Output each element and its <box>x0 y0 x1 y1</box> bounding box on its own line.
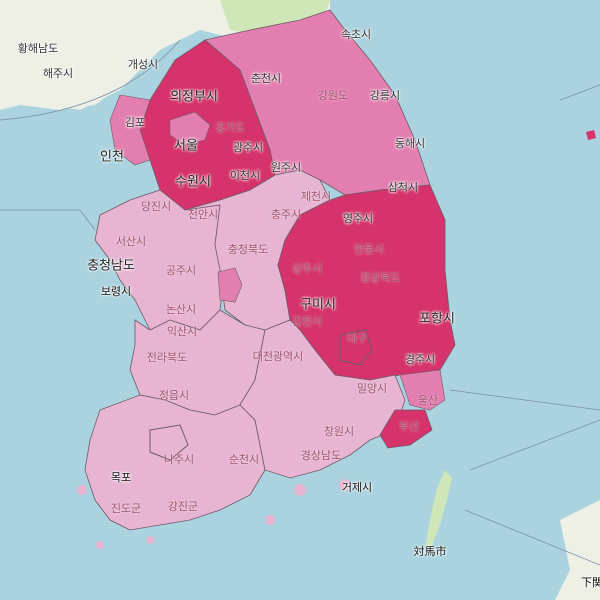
label-ulsan: 울산 <box>417 394 439 407</box>
label-cheonan: 천안시 <box>187 208 219 221</box>
label-naju: 나주시 <box>163 453 195 466</box>
label-jeongeup: 정읍시 <box>158 389 190 402</box>
label-miryang: 밀양시 <box>356 382 388 395</box>
region-gwangju <box>149 424 189 461</box>
maritime-boundary <box>469 419 600 471</box>
label-gangwon: 강원도 <box>317 89 349 102</box>
label-chungnam: 충청남도 <box>87 258 135 274</box>
region-daegu <box>339 329 373 366</box>
label-iksan: 익산시 <box>166 325 198 338</box>
maritime-boundary <box>0 39 181 121</box>
label-jindo: 진도군 <box>110 502 142 515</box>
label-samcheok: 삼척시 <box>387 181 419 194</box>
label-jecheon: 제천시 <box>300 190 332 203</box>
label-gyeongju: 경주시 <box>404 353 436 366</box>
label-gyeonggi: 경기도 <box>214 121 246 134</box>
label-haeju: 해주시 <box>42 67 74 80</box>
region-jeonnam <box>84 394 266 531</box>
island <box>146 536 154 544</box>
island <box>265 515 275 525</box>
label-boryeong: 보령시 <box>100 285 132 298</box>
label-kaesong: 개성시 <box>127 58 159 71</box>
region-seoul <box>169 111 211 146</box>
label-geoje: 거제시 <box>341 481 373 494</box>
region-daejeon <box>217 267 243 303</box>
label-gumi: 구미시 <box>300 297 336 313</box>
label-suncheon: 순천시 <box>228 453 260 466</box>
label-gyeongbuk: 경상북도 <box>359 271 401 284</box>
label-chungbuk: 충청북도 <box>227 243 269 256</box>
label-busan: 부산 <box>398 420 420 433</box>
label-gwangju-gg: 광주시 <box>232 141 264 154</box>
label-gimpo: 김포 <box>124 116 146 129</box>
maritime-boundary <box>0 209 96 231</box>
label-sokcho: 속초시 <box>340 28 372 41</box>
maritime-boundary <box>449 389 600 411</box>
label-gangneung: 강릉시 <box>369 89 401 102</box>
label-tsushima: 対馬市 <box>413 545 447 558</box>
island <box>294 484 306 496</box>
label-pohang: 포항시 <box>419 311 455 327</box>
label-yeongju: 영주시 <box>342 212 374 225</box>
japan-se-land <box>555 500 600 600</box>
region-busan <box>379 409 433 449</box>
label-uijeongbu: 의정부시 <box>170 89 218 105</box>
label-daegu: 대구 <box>346 332 368 345</box>
label-sangju: 상주시 <box>291 262 323 275</box>
label-icheon: 이천시 <box>229 169 261 182</box>
label-andong: 안동시 <box>353 243 385 256</box>
label-changwon: 창원시 <box>323 425 355 438</box>
label-chungju: 충주시 <box>270 208 302 221</box>
label-incheon: 인천 <box>100 149 124 165</box>
island <box>77 485 87 495</box>
label-gyeongnam: 경상남도 <box>300 449 342 462</box>
tsushima-island <box>425 470 452 550</box>
maritime-boundary <box>559 84 600 101</box>
island <box>89 464 101 476</box>
label-gimcheon: 김천시 <box>291 315 323 328</box>
region-incheon <box>109 94 151 166</box>
label-jeonbuk: 전라북도 <box>146 351 188 364</box>
label-shimo: 下関 <box>581 576 600 589</box>
label-donghae: 동해시 <box>394 137 426 150</box>
island <box>339 479 351 491</box>
label-dangjin: 당진시 <box>140 200 172 213</box>
island <box>96 541 104 549</box>
label-chuncheon: 춘천시 <box>250 72 282 85</box>
region-ulsan <box>399 369 446 411</box>
label-seosan: 서산시 <box>115 235 147 248</box>
label-daejeon-area: 대전광역시 <box>252 350 304 363</box>
label-seoul: 서울 <box>174 138 198 154</box>
hwanghae-coast <box>0 30 130 110</box>
label-mokpo: 목포 <box>110 471 132 484</box>
label-gongju: 공주시 <box>165 264 197 277</box>
label-gangjin: 강진군 <box>167 500 199 513</box>
label-nonsan: 논산시 <box>165 303 197 316</box>
label-suwon: 수원시 <box>175 174 211 190</box>
maritime-boundary <box>464 509 600 566</box>
dokdo-island <box>586 130 596 140</box>
label-wonju: 원주시 <box>270 161 302 174</box>
label-hwanghae: 황해남도 <box>17 42 59 55</box>
